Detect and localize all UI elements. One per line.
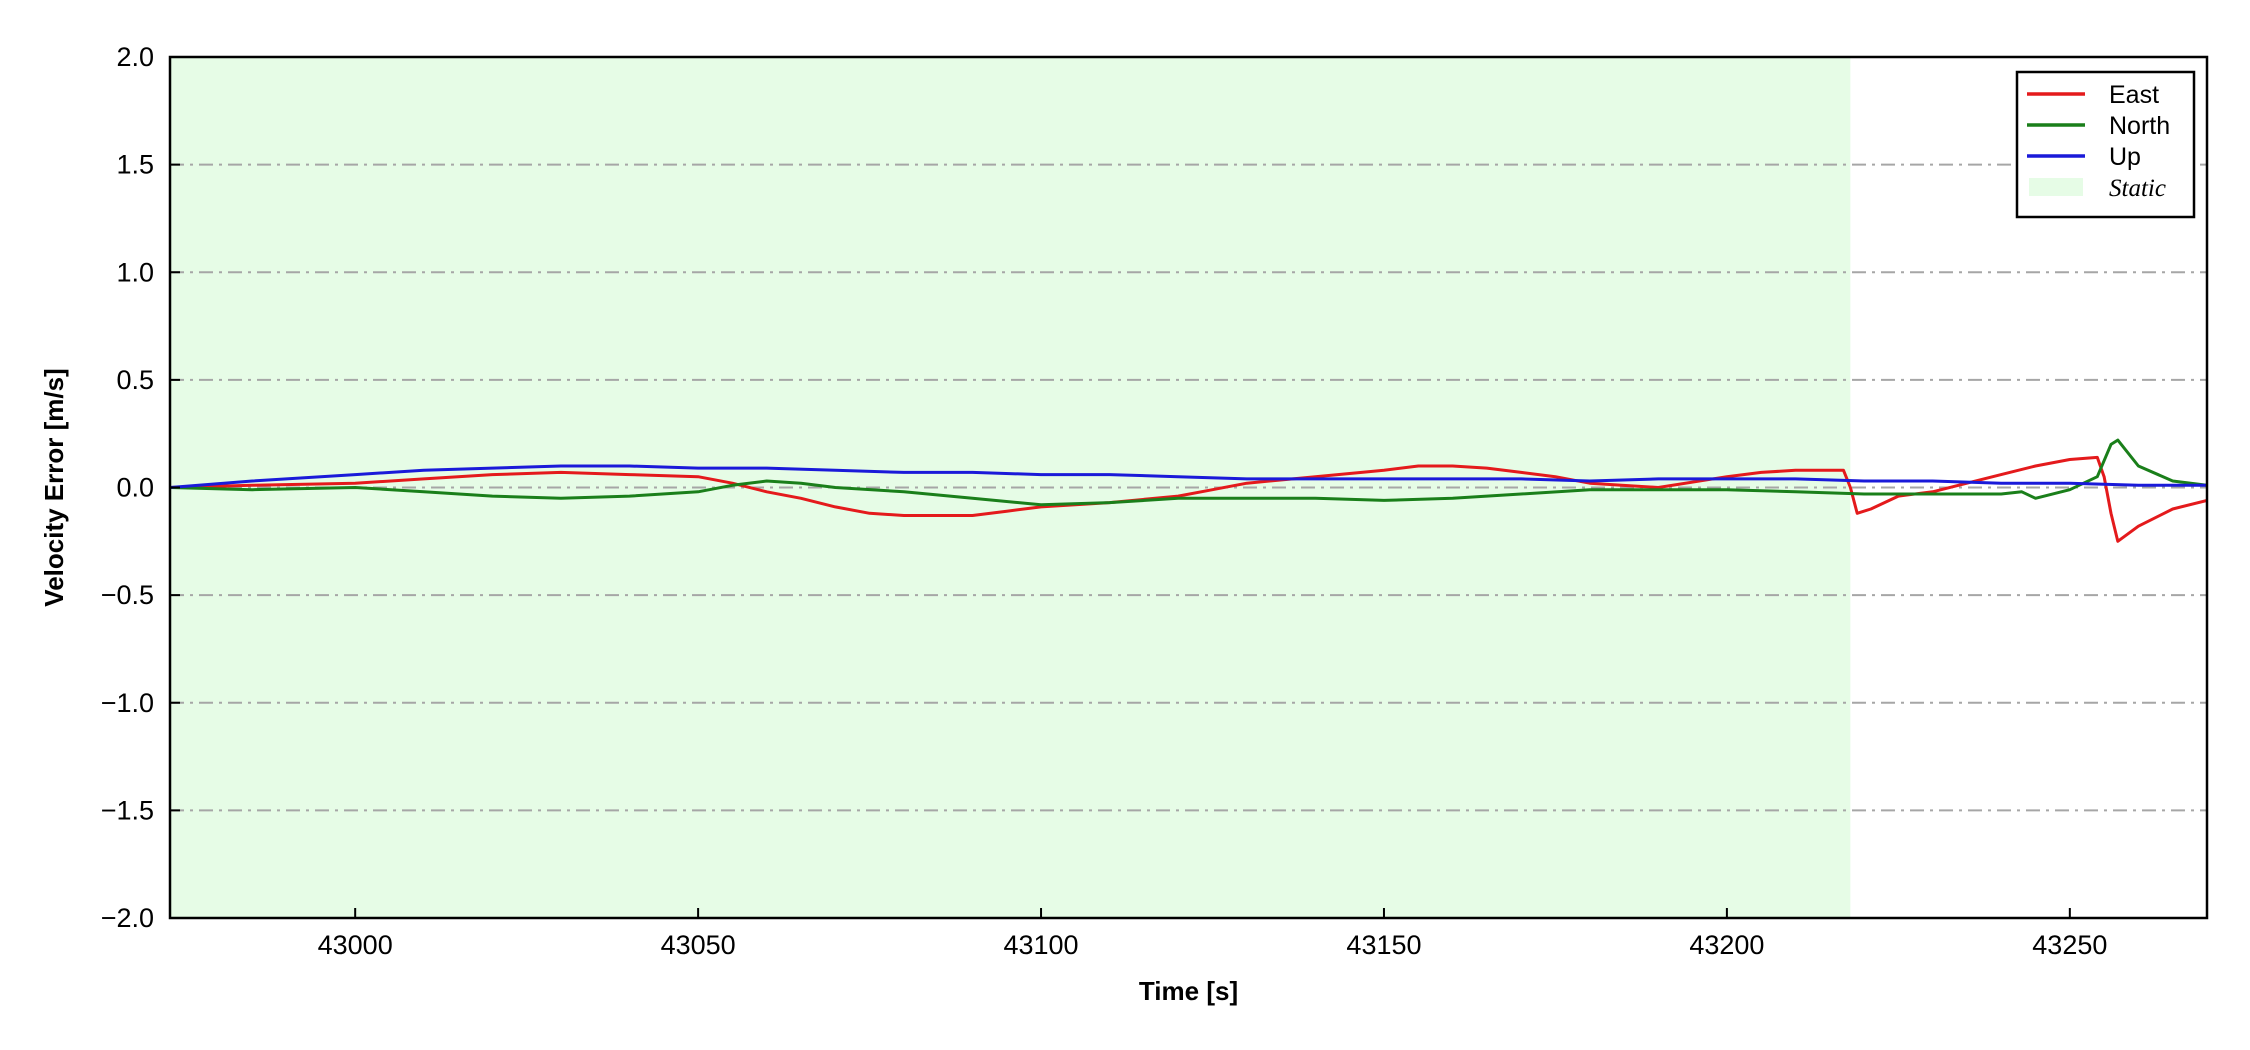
x-axis-title: Time [s] bbox=[1139, 976, 1238, 1006]
x-tick-label: 43050 bbox=[661, 930, 736, 960]
y-tick-label: −1.0 bbox=[101, 688, 154, 718]
x-tick-label: 43150 bbox=[1346, 930, 1421, 960]
series-line-north bbox=[170, 438, 2207, 507]
series-group bbox=[170, 438, 2207, 543]
y-axis-title: Velocity Error [m/s] bbox=[39, 368, 69, 606]
x-tick-label: 43200 bbox=[1689, 930, 1764, 960]
legend: East North Up Static bbox=[2015, 70, 2196, 219]
x-tick-label: 43100 bbox=[1003, 930, 1078, 960]
legend-label-up: Up bbox=[2109, 143, 2141, 171]
y-tick-label: 0.5 bbox=[116, 365, 154, 395]
series-line-east bbox=[170, 455, 2207, 543]
y-tick-label: −0.5 bbox=[101, 580, 154, 610]
y-tick-label: 1.0 bbox=[116, 257, 154, 287]
legend-label-static: Static bbox=[2109, 175, 2166, 202]
plot-area: 43000 43050 43100 43150 43200 43250 2.0 1.5 1.0 0… bbox=[101, 42, 2209, 960]
legend-label-north: North bbox=[2109, 112, 2170, 140]
x-tick-label: 43250 bbox=[2032, 930, 2107, 960]
legend-swatch-static bbox=[2029, 178, 2083, 196]
x-tick-label: 43000 bbox=[318, 930, 393, 960]
legend-label-east: East bbox=[2109, 81, 2159, 109]
y-tick-label: 2.0 bbox=[116, 42, 154, 72]
y-tick-label: 0.0 bbox=[116, 473, 154, 503]
y-tick-label: −1.5 bbox=[101, 795, 154, 825]
y-tick-label: 1.5 bbox=[116, 150, 154, 180]
series-line-up bbox=[170, 464, 2207, 489]
y-tick-label: −2.0 bbox=[101, 903, 154, 933]
